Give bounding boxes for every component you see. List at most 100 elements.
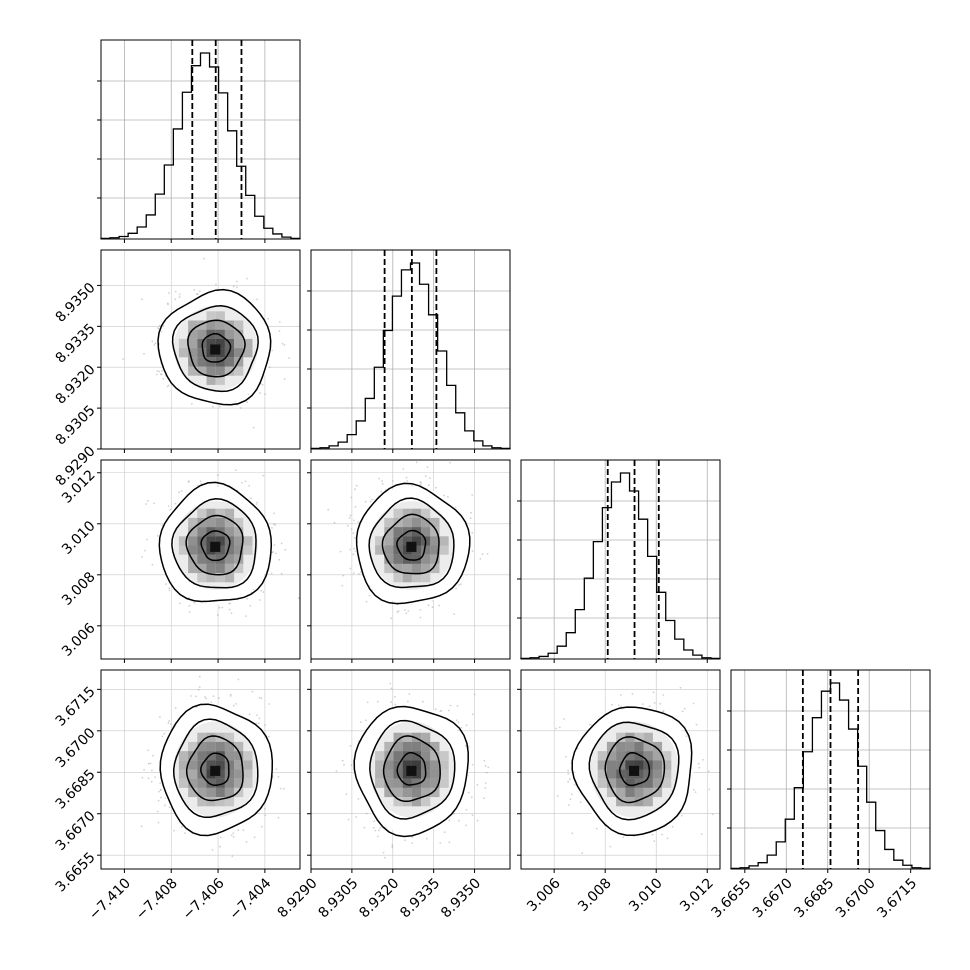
scatter-point <box>229 602 232 605</box>
scatter-point <box>169 508 172 511</box>
scatter-point <box>369 500 372 503</box>
x-tick-label-3-4: 3.6715 <box>874 875 920 921</box>
density-cell <box>215 741 225 752</box>
panel-frame <box>310 459 511 660</box>
density-core <box>178 311 253 385</box>
scatter-point <box>158 790 161 793</box>
scatter-point <box>149 762 152 765</box>
scatter-point <box>483 797 485 800</box>
scatter-point <box>173 829 175 832</box>
scatter-point <box>342 574 345 577</box>
scatter-point <box>158 370 161 373</box>
scatter-point <box>155 373 158 376</box>
scatter-point <box>378 477 380 480</box>
scatter-point <box>487 766 490 769</box>
density-cell <box>188 366 198 376</box>
scatter-point <box>407 610 410 612</box>
density-cell <box>243 545 253 555</box>
density-cell <box>430 536 440 546</box>
density-cell <box>215 366 225 376</box>
scatter-point <box>154 342 157 345</box>
scatter-point <box>162 324 165 327</box>
density-cell <box>430 545 440 555</box>
scatter-point <box>447 709 450 712</box>
density-cell <box>439 769 449 779</box>
scatter-point <box>234 469 237 472</box>
scatter-point <box>264 724 266 727</box>
scatter-point <box>679 686 682 689</box>
scatter-point <box>389 682 392 685</box>
scatter-point <box>653 702 656 704</box>
panel-3-1 <box>307 669 511 873</box>
scatter-point <box>280 572 283 575</box>
scatter-point <box>702 759 704 761</box>
density-cell <box>178 778 189 788</box>
scatter-point <box>651 833 654 836</box>
panel-2-2 <box>517 459 721 663</box>
density-cell <box>616 751 626 761</box>
scatter-point <box>685 735 688 738</box>
scatter-point <box>355 484 358 487</box>
density-cell <box>206 732 216 742</box>
scatter-point <box>245 615 248 617</box>
scatter-point <box>339 550 342 553</box>
scatter-point <box>374 829 377 832</box>
scatter-point <box>565 755 567 758</box>
contour-line-1 <box>382 735 441 803</box>
density-cell <box>188 338 198 349</box>
density-cell <box>234 329 244 339</box>
scatter-point <box>212 406 214 408</box>
scatter-point <box>425 837 428 840</box>
density-cell <box>224 732 235 742</box>
density-cell <box>393 527 403 537</box>
scatter-point <box>163 732 166 735</box>
scatter-point <box>335 770 338 773</box>
scatter-point <box>284 548 287 551</box>
density-cell <box>234 554 244 564</box>
scatter-point <box>464 744 467 747</box>
scatter-point <box>481 553 484 556</box>
scatter-point <box>180 490 183 492</box>
scatter-point <box>147 749 150 752</box>
density-cell <box>411 797 422 807</box>
scatter-point <box>469 517 472 519</box>
density-cell <box>393 732 403 742</box>
y-tick-label-3-3: 3.6700 <box>53 725 99 771</box>
density-cell <box>224 357 235 367</box>
density-cell <box>606 741 617 752</box>
density-cell <box>197 573 207 583</box>
scatter-point <box>271 527 273 529</box>
density-cell <box>224 741 235 752</box>
density-cell <box>411 536 422 546</box>
scatter-point <box>141 556 144 558</box>
density-cell <box>178 338 189 349</box>
scatter-point <box>345 793 348 796</box>
density-cell <box>402 563 412 574</box>
density-cell <box>616 797 626 807</box>
density-cell <box>215 760 225 770</box>
density-cell <box>384 778 394 788</box>
density-cell <box>243 338 253 349</box>
density-cell <box>188 527 198 537</box>
histogram-step <box>310 262 511 450</box>
density-cell <box>421 573 431 583</box>
density-cell <box>439 760 449 770</box>
density-cell <box>411 563 422 574</box>
scatter-point <box>246 277 248 280</box>
density-cell <box>178 348 189 358</box>
scatter-point <box>205 697 208 700</box>
density-cell <box>643 741 653 752</box>
density-cell <box>616 778 626 788</box>
scatter-point <box>260 825 263 828</box>
scatter-point <box>151 340 154 343</box>
scatter-point <box>411 836 414 839</box>
density-cell <box>411 545 422 555</box>
x-tick-label-0-1: −7.408 <box>133 875 181 923</box>
density-cell <box>393 778 403 788</box>
scatter-point <box>147 777 150 780</box>
scatter-point <box>449 704 452 707</box>
density-cell <box>393 797 403 807</box>
scatter-point <box>166 385 169 388</box>
density-cell <box>188 563 198 574</box>
